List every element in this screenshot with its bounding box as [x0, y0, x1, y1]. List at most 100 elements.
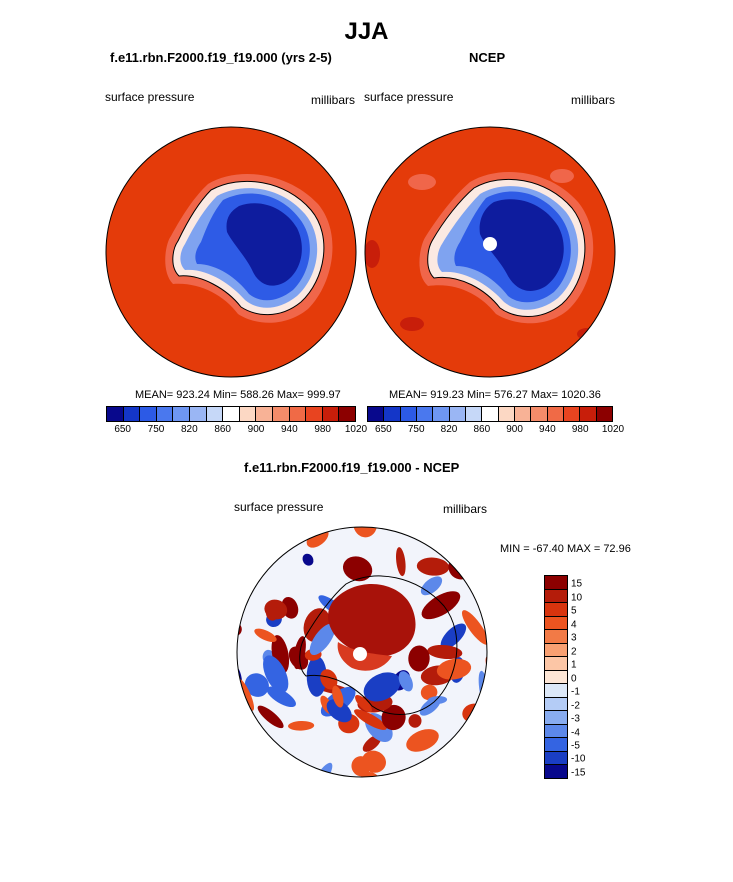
right-colorbar-swatch [514, 407, 532, 421]
diff-anomaly-blob [244, 673, 269, 697]
right-colorbar-swatch [465, 407, 483, 421]
left-variable-label: surface pressure [105, 90, 195, 104]
right-units-label: millibars [571, 93, 616, 107]
diff-anomaly-blob [363, 672, 401, 702]
left-colorbar-tick-label: 900 [247, 424, 265, 435]
diff-colorbar-swatch [545, 697, 567, 712]
diff-anomaly-blob [263, 655, 289, 693]
right-colorbar-swatch [580, 407, 597, 421]
left-colorbar-tick-label: 980 [314, 424, 331, 435]
right-contour-dark-blue [479, 199, 564, 291]
left-colorbar-tick-label: 1020 [344, 424, 368, 435]
left-colorbar-swatch [189, 407, 207, 421]
diff-colorbar-tick-label: -3 [571, 713, 580, 725]
left-colorbar-tick-label: 860 [214, 424, 231, 435]
left-colorbar-swatch [289, 407, 307, 421]
diff-colorbar-swatch [545, 670, 567, 685]
left-colorbar-swatch [306, 407, 323, 421]
left-colorbar-swatch [107, 407, 124, 421]
diff-anomaly-blob [326, 699, 352, 723]
left-colorbar-swatch [206, 407, 224, 421]
left-colorbar-swatch [123, 407, 141, 421]
left-colorbar-swatch [239, 407, 257, 421]
right-colorbar-tick-label: 900 [506, 424, 523, 435]
diff-anomaly-blob [265, 604, 279, 621]
right-panel-title: NCEP [469, 50, 506, 65]
left-colorbar-swatch [173, 407, 190, 421]
diff-colorbar-tick-label: -5 [571, 740, 580, 752]
right-colorbar-tick-label: 650 [375, 424, 392, 435]
diff-coastline [299, 575, 458, 715]
diff-anomaly-blob [420, 684, 438, 701]
right-colorbar-tick-label: 820 [440, 424, 458, 435]
diff-colorbar-tick-label: 4 [571, 619, 577, 631]
diff-anomaly-blob [351, 756, 371, 777]
diff-colorbar-tick-label: -10 [571, 753, 586, 765]
left-colorbar-swatch [156, 407, 174, 421]
left-colorbar-tick-label: 940 [280, 424, 298, 435]
left-panel-title: f.e11.rbn.F2000.f19_f19.000 (yrs 2-5) [110, 50, 332, 65]
diff-colorbar-tick-label: 10 [571, 592, 583, 604]
right-colorbar-swatch [384, 407, 401, 421]
diff-center-positive [328, 584, 416, 657]
diff-anomaly-blob [416, 557, 450, 576]
diff-colorbar-swatch [545, 630, 567, 644]
diff-anomaly-blob [381, 704, 406, 731]
left-contour-dark-blue [226, 203, 302, 286]
diff-colorbar-tick-label: 3 [571, 632, 577, 644]
diff-colorbar-swatch [545, 643, 567, 658]
diff-anomaly-blob [254, 628, 277, 643]
diff-stats: MIN = -67.40 MAX = 72.96 [500, 543, 631, 555]
left-units-label: millibars [311, 93, 356, 107]
left-colorbar-swatch [140, 407, 157, 421]
page-title: JJA [344, 18, 389, 45]
diff-colorbar-swatch [545, 576, 567, 590]
left-stats: MEAN= 923.24 Min= 588.26 Max= 999.97 [135, 389, 341, 401]
left-colorbar-tick-label: 820 [180, 424, 198, 435]
diff-colorbar-swatch [545, 616, 567, 631]
right-colorbar-swatch [416, 407, 434, 421]
left-colorbar-swatch [339, 407, 355, 421]
left-colorbar-tick-label: 750 [147, 424, 165, 435]
right-colorbar-tick-label: 980 [571, 424, 589, 435]
diff-colorbar-swatch [545, 657, 567, 671]
left-colorbar-swatch [272, 407, 290, 421]
diff-colorbar-swatch [545, 684, 567, 698]
diff-colorbar-tick-label: 1 [571, 659, 577, 671]
diff-anomaly-blob [427, 696, 448, 705]
diff-anomaly-blob [461, 610, 487, 645]
diff-anomaly-blob [395, 547, 406, 577]
right-colorbar-tick-label: 940 [539, 424, 556, 435]
left-colorbar [106, 406, 356, 422]
diff-colorbar-swatch [545, 765, 567, 778]
right-colorbar-swatch [433, 407, 450, 421]
right-colorbar-swatch [449, 407, 466, 421]
diff-anomaly-blob [406, 729, 439, 752]
diff-colorbar-swatch [545, 724, 567, 739]
diff-colorbar-tick-label: 2 [571, 646, 577, 658]
diff-anomaly-blob [288, 646, 309, 670]
diff-anomaly-blob [288, 720, 315, 731]
diff-anomaly-blob [398, 671, 413, 692]
right-colorbar-swatch [368, 407, 385, 421]
right-colorbar-swatch [547, 407, 564, 421]
right-colorbar-swatch [563, 407, 581, 421]
diff-colorbar [544, 575, 568, 779]
diff-colorbar-tick-label: 0 [571, 673, 577, 685]
diff-anomaly-blob [408, 645, 430, 672]
diff-colorbar-swatch [545, 589, 567, 604]
right-colorbar [367, 406, 613, 422]
diff-colorbar-swatch [545, 603, 567, 617]
diff-colorbar-tick-label: -15 [571, 767, 586, 779]
diff-colorbar-tick-label: -1 [571, 686, 580, 698]
right-coastline [427, 178, 586, 317]
diff-anomaly-blob [302, 553, 314, 566]
diff-anomaly-blob [306, 655, 327, 697]
diff-colorbar-swatch [545, 738, 567, 752]
diff-anomaly-blob [309, 623, 336, 656]
right-pole-hole [483, 237, 497, 251]
left-coastline [172, 180, 325, 316]
right-variable-label: surface pressure [364, 90, 454, 104]
diff-anomaly-blob [440, 623, 467, 649]
right-colorbar-swatch [400, 407, 417, 421]
